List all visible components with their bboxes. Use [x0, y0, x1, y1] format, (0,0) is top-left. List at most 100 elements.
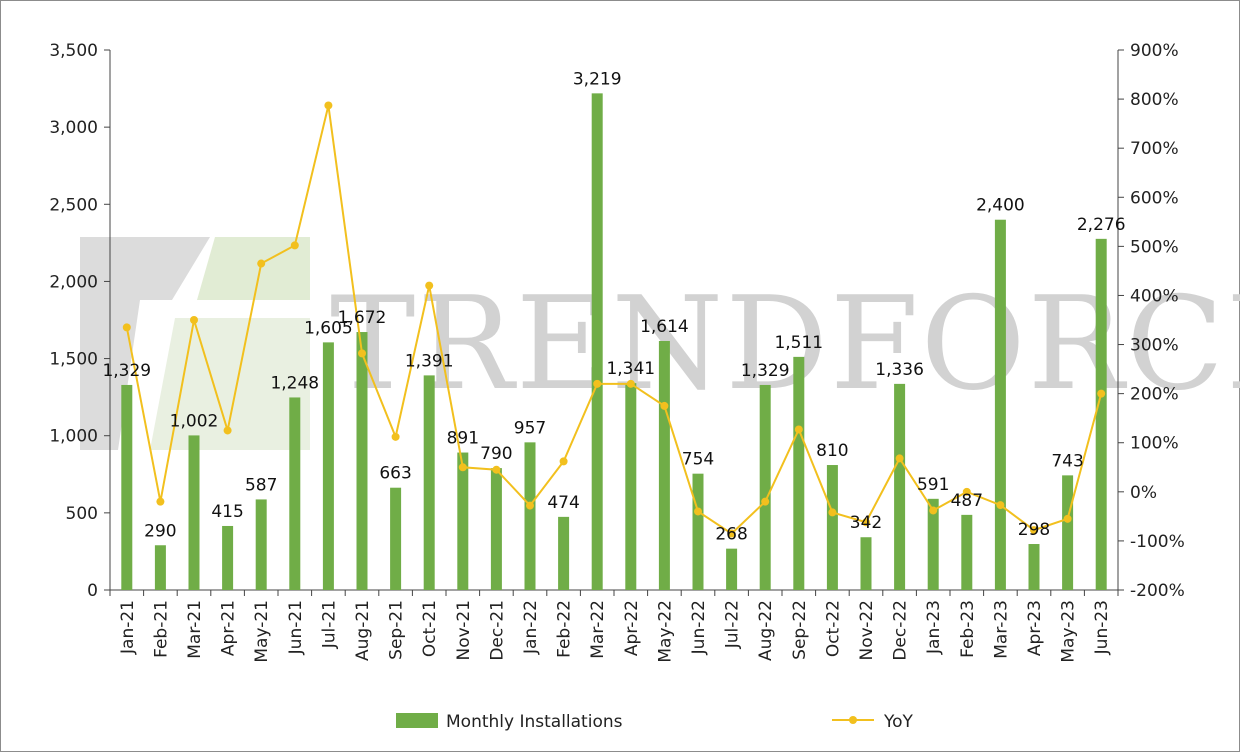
installations-bar	[222, 525, 234, 590]
installations-bar	[994, 219, 1006, 590]
x-tick-label: Aug-21	[353, 600, 373, 661]
installations-data-label: 487	[951, 491, 983, 511]
yoy-point	[156, 497, 165, 506]
legend-yoy-label: YoY	[883, 712, 914, 732]
x-tick-label: Jan-23	[924, 600, 944, 655]
x-tick-label: Jun-21	[286, 600, 306, 655]
installations-data-label: 1,672	[338, 308, 387, 328]
left-tick-label: 2,000	[49, 272, 98, 292]
installations-data-label: 474	[547, 493, 579, 513]
installations-data-label: 415	[211, 502, 243, 522]
installations-data-label: 790	[480, 444, 512, 464]
installations-bar	[1062, 475, 1074, 590]
installations-data-label: 957	[514, 418, 546, 438]
x-tick-label: Nov-21	[454, 600, 474, 661]
installations-data-label: 2,400	[976, 196, 1025, 216]
x-tick-label: Apr-23	[1025, 600, 1045, 656]
yoy-point	[559, 457, 568, 466]
left-axis-ticks: 0 500 1,000 1,500 2,000 2,500 3,000 3,500	[49, 41, 110, 601]
installations-bar	[289, 397, 301, 590]
yoy-point	[727, 529, 736, 538]
installations-bar	[524, 442, 536, 590]
yoy-point	[1097, 389, 1106, 398]
installations-bar	[726, 548, 738, 590]
right-tick-label: 900%	[1130, 41, 1179, 61]
yoy-point	[895, 454, 904, 463]
installations-bar	[457, 452, 469, 590]
installations-bar	[961, 514, 973, 590]
legend-line-marker	[849, 716, 857, 724]
installations-data-label: 591	[917, 475, 949, 495]
trendforce-watermark: TRENDFORCE	[80, 237, 1240, 450]
yoy-point	[862, 518, 870, 527]
yoy-point	[492, 465, 501, 474]
installations-bar	[121, 384, 133, 590]
legend-bar-swatch	[396, 713, 438, 728]
yoy-line	[122, 101, 1106, 538]
x-tick-label: Apr-22	[622, 600, 642, 656]
installations-data-label: 3,219	[573, 69, 622, 89]
yoy-point	[324, 101, 333, 110]
left-tick-label: 3,500	[49, 41, 98, 61]
installations-data-label: 891	[447, 429, 479, 449]
x-tick-label: Feb-22	[555, 600, 575, 658]
right-tick-label: 100%	[1130, 434, 1179, 454]
yoy-point	[391, 432, 400, 441]
installations-bar	[423, 375, 435, 590]
installations-bars	[121, 93, 1107, 591]
x-tick-label: Oct-21	[420, 600, 440, 657]
right-tick-label: 0%	[1130, 483, 1157, 503]
installations-data-label: 1,391	[405, 351, 454, 371]
installations-bar	[1028, 544, 1040, 590]
installations-data-label: 298	[1018, 520, 1050, 540]
installations-bar	[658, 340, 670, 590]
yoy-point	[190, 316, 198, 324]
x-tick-label: Mar-22	[588, 600, 608, 659]
yoy-point	[1063, 514, 1072, 523]
yoy-point	[694, 507, 702, 516]
left-tick-label: 0	[87, 581, 98, 601]
installations-data-label: 810	[816, 441, 848, 461]
installations-data-label: 1,336	[875, 360, 924, 380]
installations-data-label: 663	[379, 464, 411, 484]
yoy-point	[996, 501, 1005, 510]
yoy-point	[223, 426, 232, 435]
yoy-series-line	[125, 105, 1103, 535]
x-tick-label: Oct-22	[823, 600, 843, 657]
x-tick-label: Sep-21	[387, 600, 407, 660]
x-tick-label: Feb-21	[151, 600, 171, 658]
installations-bar	[154, 545, 166, 590]
yoy-point	[526, 501, 534, 510]
installations-bar	[927, 498, 939, 590]
yoy-point	[358, 349, 366, 358]
installations-bar	[625, 383, 637, 590]
installations-bar	[826, 465, 838, 590]
right-tick-label: 400%	[1130, 286, 1179, 306]
right-tick-label: 600%	[1130, 188, 1179, 208]
x-tick-label: Jul-22	[723, 600, 743, 649]
right-tick-label: 300%	[1130, 336, 1179, 356]
x-tick-label: Jul-21	[319, 600, 339, 649]
installations-data-label: 1,002	[170, 411, 219, 431]
yoy-point	[1030, 526, 1038, 535]
x-tick-label: Feb-23	[958, 600, 978, 658]
right-tick-label: -100%	[1130, 532, 1185, 552]
watermark-logo-green-lower	[150, 318, 310, 450]
x-tick-label: Apr-21	[219, 600, 239, 656]
x-tick-label: Jan-21	[118, 600, 138, 655]
yoy-point	[929, 506, 938, 515]
right-tick-label: 700%	[1130, 139, 1179, 159]
installations-data-label: 268	[715, 525, 747, 545]
x-tick-label: Jun-23	[1092, 600, 1112, 655]
left-tick-label: 1,500	[49, 350, 98, 370]
x-tick-label: Jan-22	[521, 600, 541, 655]
installations-bar	[793, 356, 805, 590]
installations-bar	[356, 332, 368, 590]
x-tick-label: May-22	[655, 600, 675, 663]
yoy-point	[761, 497, 770, 506]
installations-bar	[759, 384, 771, 590]
installations-bar	[188, 435, 200, 590]
yoy-point	[794, 425, 803, 434]
x-tick-label: Dec-21	[487, 600, 507, 661]
